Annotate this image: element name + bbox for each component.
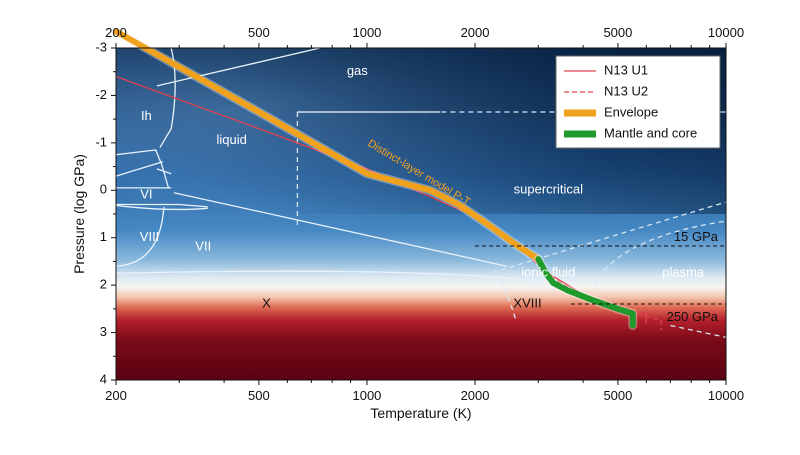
phase-label-x: X <box>262 296 271 311</box>
phase-label-viii: VIII <box>140 229 160 244</box>
legend-item-n13-u2-label: N13 U2 <box>604 83 648 98</box>
legend-item-n13-u1-label: N13 U1 <box>604 62 648 77</box>
series-envelope-line <box>113 28 542 263</box>
phase-label-gas: gas <box>347 63 368 78</box>
x-tick-label-bottom-5000: 5000 <box>603 388 632 403</box>
phase-boundary-dashed-2 <box>474 201 727 279</box>
phase-label-liquid: liquid <box>217 132 247 147</box>
phase-boundary-dashed-4 <box>499 280 517 321</box>
phase-boundary-1 <box>115 149 170 189</box>
phase-boundary-7 <box>115 206 165 267</box>
phase-boundary-10 <box>156 47 321 87</box>
legend-item-mantle-and-core-label: Mantle and core <box>604 125 697 140</box>
y-tick-label--2: -2 <box>95 87 107 102</box>
x-tick-label-bottom-2000: 2000 <box>461 388 490 403</box>
y-tick-label-3: 3 <box>100 324 107 339</box>
y-tick-label--1: -1 <box>95 134 107 149</box>
x-axis-label: Temperature (K) <box>370 405 471 421</box>
x-tick-label-top-200: 200 <box>105 25 127 40</box>
phase-label-plasma: plasma <box>662 265 705 280</box>
y-tick-label-1: 1 <box>100 229 107 244</box>
series-mantle-and-core-line <box>535 256 636 329</box>
x-tick-label-bottom-200: 200 <box>105 388 127 403</box>
phase-boundary-6 <box>115 204 208 211</box>
y-tick-label-2: 2 <box>100 277 107 292</box>
phase-boundary-0 <box>159 47 176 148</box>
phase-label-vii: VII <box>195 239 211 254</box>
legend-item-envelope-label: Envelope <box>604 104 658 119</box>
phase-boundary-dashed-5 <box>670 324 727 338</box>
y-tick-label-4: 4 <box>100 371 107 386</box>
x-tick-label-bottom-500: 500 <box>248 388 270 403</box>
y-axis-label: Pressure (log GPa) <box>71 154 87 274</box>
phase-boundary-5 <box>116 203 208 208</box>
y-tick-label-0: 0 <box>100 182 107 197</box>
phase-label-ih: Ih <box>141 108 152 123</box>
x-tick-label-top-500: 500 <box>248 25 270 40</box>
phase-boundary-dashed-3 <box>593 220 727 286</box>
x-tick-label-top-10000: 10000 <box>708 25 744 40</box>
y-tick-label--3: -3 <box>95 39 107 54</box>
phase-boundary-2 <box>115 161 163 177</box>
reference-line-250-gpa-label: 250 GPa <box>667 309 719 324</box>
phase-boundary-8 <box>173 192 507 267</box>
phase-label-ionic-fluid: ionic fluid <box>521 265 575 280</box>
phase-boundary-4 <box>156 168 172 175</box>
phase-boundary-9 <box>115 270 554 284</box>
x-tick-label-top-2000: 2000 <box>461 25 490 40</box>
x-tick-label-top-5000: 5000 <box>603 25 632 40</box>
reference-line-15-gpa-label: 15 GPa <box>674 229 719 244</box>
x-tick-label-bottom-1000: 1000 <box>352 388 381 403</box>
x-tick-label-bottom-10000: 10000 <box>708 388 744 403</box>
phase-label-vi: VI <box>140 186 152 201</box>
phase-label-supercritical: supercritical <box>514 182 583 197</box>
x-tick-label-top-1000: 1000 <box>352 25 381 40</box>
phase-label-xviii: XVIII <box>513 296 541 311</box>
